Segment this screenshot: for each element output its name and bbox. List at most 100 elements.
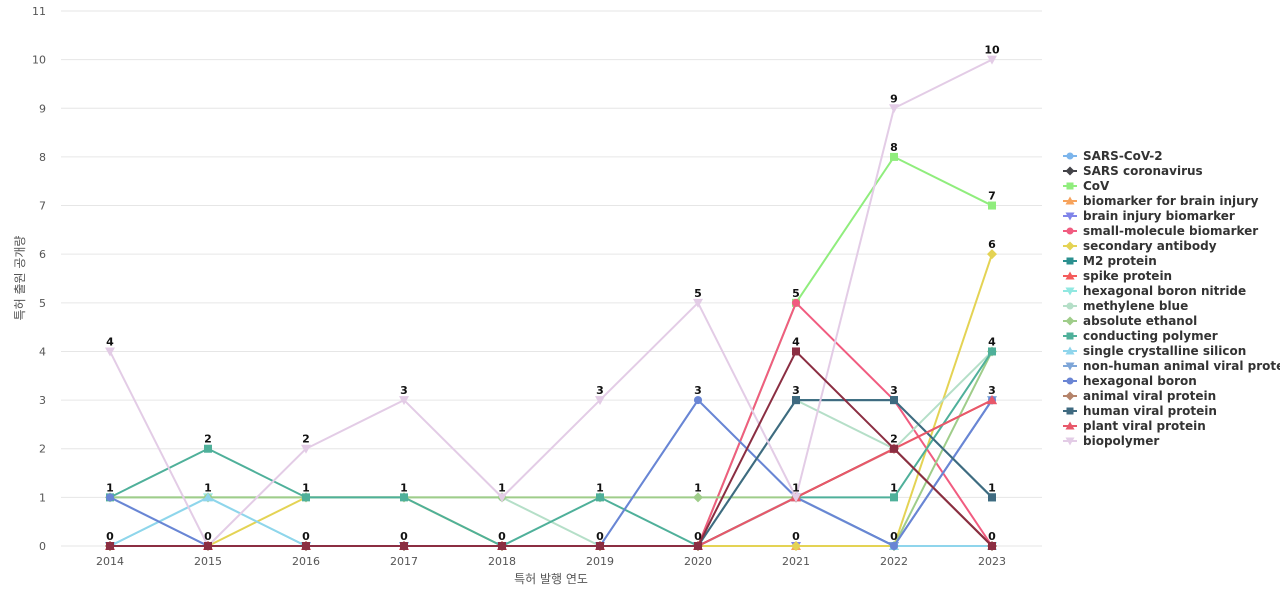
data-point[interactable] [693, 298, 703, 308]
data-point[interactable] [596, 493, 604, 502]
data-point[interactable] [988, 347, 996, 356]
legend-item[interactable]: CoV [1063, 179, 1110, 193]
data-point[interactable] [498, 542, 506, 550]
data-point[interactable] [694, 542, 702, 550]
legend-marker [1065, 271, 1075, 280]
data-point[interactable] [987, 249, 997, 260]
legend-item[interactable]: spike protein [1063, 269, 1172, 283]
y-axis-title: 특허 출원 공개량 [13, 236, 27, 321]
data-label: 3 [792, 384, 800, 397]
data-point[interactable] [497, 493, 507, 503]
legend-marker [1065, 166, 1075, 176]
data-point[interactable] [301, 444, 311, 454]
data-point[interactable] [400, 542, 408, 550]
data-label: 3 [988, 384, 996, 397]
data-point[interactable] [596, 542, 604, 550]
legend-item[interactable]: human viral protein [1063, 404, 1217, 418]
data-label: 3 [890, 384, 898, 397]
legend-item[interactable]: small-molecule biomarker [1063, 224, 1258, 238]
x-tick-label: 2015 [194, 555, 222, 568]
y-tick-label: 9 [39, 102, 46, 115]
legend-item[interactable]: SARS-CoV-2 [1063, 149, 1163, 163]
data-label: 4 [792, 335, 800, 348]
data-point[interactable] [792, 298, 800, 307]
data-point[interactable] [399, 396, 409, 406]
legend-item[interactable]: secondary antibody [1063, 239, 1217, 253]
legend-label: methylene blue [1083, 299, 1188, 313]
data-point[interactable] [988, 542, 996, 550]
data-label: 0 [106, 530, 114, 543]
series-line [109, 399, 993, 547]
data-point[interactable] [204, 542, 212, 550]
data-point[interactable] [889, 104, 899, 114]
legend-item[interactable]: methylene blue [1063, 299, 1188, 313]
data-label: 3 [400, 384, 408, 397]
x-tick-label: 2016 [292, 555, 320, 568]
data-point[interactable] [890, 444, 898, 453]
series-sars-cov-2 [106, 396, 996, 550]
legend-label: hexagonal boron nitride [1083, 284, 1246, 298]
legend-label: animal viral protein [1083, 389, 1216, 403]
data-label: 3 [694, 384, 702, 397]
legend-marker [1066, 407, 1074, 415]
legend-item[interactable]: absolute ethanol [1063, 314, 1197, 328]
data-label: 7 [988, 190, 996, 203]
data-point[interactable] [595, 396, 605, 406]
legend-item[interactable]: conducting polymer [1063, 329, 1218, 343]
data-point[interactable] [890, 396, 898, 405]
legend-marker [1065, 241, 1075, 251]
data-label: 1 [988, 481, 996, 494]
data-point[interactable] [791, 541, 801, 551]
legend-marker [1066, 182, 1074, 190]
legend-label: spike protein [1083, 269, 1172, 283]
data-point[interactable] [694, 396, 702, 405]
data-point[interactable] [987, 395, 997, 405]
data-label: 0 [890, 530, 898, 543]
data-point[interactable] [890, 542, 898, 550]
data-point[interactable] [792, 347, 800, 356]
data-point[interactable] [203, 492, 213, 502]
legend-item[interactable]: non-human animal viral protein [1063, 359, 1280, 373]
data-point[interactable] [693, 492, 703, 503]
legend-item[interactable]: hexagonal boron nitride [1063, 284, 1246, 298]
data-point[interactable] [792, 396, 800, 405]
legend-item[interactable]: plant viral protein [1063, 419, 1206, 433]
legend-marker [1065, 316, 1075, 326]
data-point[interactable] [105, 347, 115, 357]
legend-item[interactable]: brain injury biomarker [1063, 209, 1235, 223]
data-point[interactable] [890, 493, 898, 502]
data-point[interactable] [988, 493, 996, 502]
data-point[interactable] [302, 493, 310, 502]
x-tick-label: 2018 [488, 555, 516, 568]
legend-item[interactable]: SARS coronavirus [1063, 164, 1203, 178]
legend-item[interactable]: animal viral protein [1063, 389, 1216, 403]
data-point[interactable] [988, 201, 996, 210]
data-point[interactable] [987, 55, 997, 65]
legend-item[interactable]: hexagonal boron [1063, 374, 1197, 388]
legend-item[interactable]: M2 protein [1063, 254, 1157, 268]
legend-item[interactable]: single crystalline silicon [1063, 344, 1246, 358]
data-point[interactable] [400, 493, 408, 502]
data-point[interactable] [302, 542, 310, 550]
data-label: 1 [106, 481, 114, 494]
y-axis-ticks: 0 1 2 3 4 5 6 7 8 9 10 11 [32, 5, 46, 553]
y-tick-label: 8 [39, 151, 46, 164]
data-point[interactable] [890, 152, 898, 161]
data-label: 2 [302, 433, 310, 446]
legend-label: M2 protein [1083, 254, 1157, 268]
data-point[interactable] [204, 444, 212, 453]
legend-label: brain injury biomarker [1083, 209, 1235, 223]
legend-marker [1065, 391, 1075, 401]
x-tick-label: 2021 [782, 555, 810, 568]
data-point[interactable] [106, 542, 114, 550]
data-point[interactable] [791, 493, 801, 503]
legend-marker [1065, 287, 1075, 296]
y-tick-label: 11 [32, 5, 46, 18]
legend-marker [1066, 227, 1074, 235]
legend-item[interactable]: biopolymer [1063, 434, 1159, 448]
legend-label: hexagonal boron [1083, 374, 1197, 388]
data-point[interactable] [106, 493, 114, 502]
legend-label: non-human animal viral protein [1083, 359, 1280, 373]
legend-item[interactable]: biomarker for brain injury [1063, 194, 1259, 208]
